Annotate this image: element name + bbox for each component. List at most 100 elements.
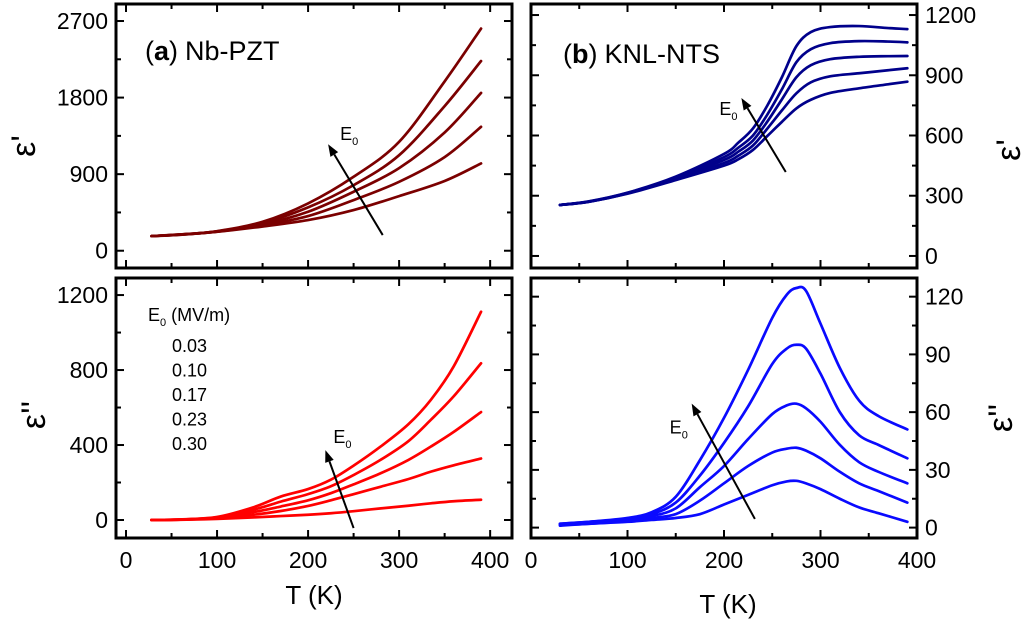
- x-tick-label: 400: [471, 547, 509, 573]
- y-tick-label: 300: [925, 183, 963, 209]
- e0-arrow-b-bottom: [691, 403, 756, 520]
- panel-label-open: (: [145, 36, 154, 66]
- ticks-a-bottom: [116, 278, 512, 538]
- panel-label-name: Nb-PZT: [185, 36, 280, 66]
- y-tick-label: 800: [70, 357, 108, 383]
- curves-a-top: [150, 27, 483, 238]
- y-tick-label: 900: [70, 161, 108, 187]
- curves-b-bottom: [558, 285, 909, 528]
- x-tick-label: 300: [380, 547, 418, 573]
- x-tick-label: 100: [198, 547, 236, 573]
- curve-b-bottom-e0-0.17: [558, 402, 909, 527]
- legend-entry: 0.23: [172, 410, 207, 430]
- legend-entry: 0.10: [172, 361, 207, 381]
- curve-b-bottom-e0-0.03: [558, 479, 909, 528]
- x-tick-label: 100: [608, 547, 646, 573]
- arrow-head-icon: [328, 144, 339, 157]
- y-tick-label: 0: [95, 238, 108, 264]
- x-tick-label: 200: [705, 547, 743, 573]
- e0-arrow-a-bottom: [325, 450, 355, 529]
- x-tick-label: 400: [898, 547, 936, 573]
- e0-arrow-b-top: [741, 97, 787, 173]
- curves-b-top: [558, 24, 909, 207]
- x-tick-label: 0: [120, 547, 133, 573]
- y-tick-label: 2700: [57, 8, 108, 34]
- y-axis-title-a-bottom: ε'': [15, 401, 53, 429]
- arrow-head-icon: [325, 450, 334, 463]
- x-tick-label: 0: [525, 547, 538, 573]
- y-tick-label: 1200: [57, 282, 108, 308]
- y-tick-label: 400: [70, 432, 108, 458]
- e0-annotation-label: E0: [340, 124, 358, 148]
- legend-title-subscript: 0: [160, 317, 166, 329]
- curve-b-bottom-e0-0.30: [558, 285, 909, 526]
- curve-b-bottom-e0-0.23: [558, 343, 909, 526]
- panel-label-open: (: [563, 39, 572, 69]
- y-tick-label: 90: [925, 341, 951, 367]
- panel-label-b-top: (b) KNL-NTS: [563, 39, 720, 69]
- curve-b-top-e0-0.30: [558, 24, 909, 207]
- e0-symbol: E: [333, 427, 345, 447]
- curve-a-bottom-e0-0.10: [150, 457, 483, 522]
- arrow-shaft: [333, 153, 384, 236]
- legend: E0 (MV/m) 0.03 0.10 0.17 0.23 0.30: [148, 305, 230, 454]
- plot-frame-b-bottom: [529, 276, 919, 540]
- legend-entry: 0.17: [172, 385, 207, 405]
- panel-label-close: ): [169, 36, 178, 66]
- legend-title-symbol: E: [148, 305, 160, 325]
- e0-symbol: E: [670, 418, 682, 438]
- curve-b-top-e0-0.03: [558, 80, 909, 207]
- arrow-head-icon: [691, 403, 702, 417]
- panel-label-letter: a: [154, 36, 170, 66]
- e0-subscript: 0: [731, 111, 737, 123]
- curve-a-top-e0-0.30: [150, 27, 483, 238]
- y-tick-label: 0: [95, 507, 108, 533]
- y-tick-label: 0: [925, 243, 938, 269]
- y-tick-label: 60: [925, 399, 951, 425]
- y-tick-label: 30: [925, 457, 951, 483]
- y-tick-label: 1200: [925, 2, 976, 28]
- ticks-a-top: [116, 4, 512, 268]
- curve-b-bottom-e0-0.10: [558, 446, 909, 527]
- y-axis-title-b-top: ε': [990, 139, 1024, 161]
- e0-subscript: 0: [345, 439, 351, 451]
- y-axis-title-a-top: ε': [5, 135, 43, 157]
- y-tick-label: 600: [925, 122, 963, 148]
- x-tick-label: 200: [289, 547, 327, 573]
- panel-label-letter: b: [572, 39, 589, 69]
- legend-entry: 0.03: [172, 336, 207, 356]
- arrow-shaft: [696, 413, 756, 520]
- y-tick-label: 120: [925, 284, 963, 310]
- e0-symbol: E: [719, 99, 731, 119]
- ticks-b-top: [530, 4, 918, 268]
- curve-a-bottom-e0-0.30: [150, 310, 483, 522]
- e0-annotation-label: E0: [333, 427, 351, 451]
- panel-label-a-top: (a) Nb-PZT: [145, 36, 280, 66]
- e0-subscript: 0: [682, 430, 688, 442]
- e0-arrow-a-top: [328, 144, 384, 236]
- e0-annotation-label: E0: [719, 99, 737, 123]
- arrow-shaft: [746, 107, 787, 173]
- panel-label-close: ): [589, 39, 598, 69]
- legend-title-unit: (MV/m): [166, 305, 230, 325]
- y-tick-label: 1800: [57, 85, 108, 111]
- arrow-shaft: [328, 461, 355, 529]
- e0-symbol: E: [340, 124, 352, 144]
- e0-annotation-label: E0: [670, 418, 688, 442]
- curve-b-top-e0-0.17: [558, 54, 909, 207]
- e0-subscript: 0: [352, 136, 358, 148]
- ticks-b-bottom: [530, 278, 918, 538]
- y-tick-label: 900: [925, 62, 963, 88]
- arrow-head-icon: [741, 97, 752, 111]
- x-tick-label: 300: [801, 547, 839, 573]
- legend-title: E0 (MV/m): [148, 305, 230, 329]
- y-axis-title-b-bottom: ε'': [982, 404, 1020, 432]
- curves-a-bottom: [150, 310, 483, 522]
- x-axis-title-a-bottom: T (K): [285, 580, 342, 610]
- y-tick-label: 0: [925, 515, 938, 541]
